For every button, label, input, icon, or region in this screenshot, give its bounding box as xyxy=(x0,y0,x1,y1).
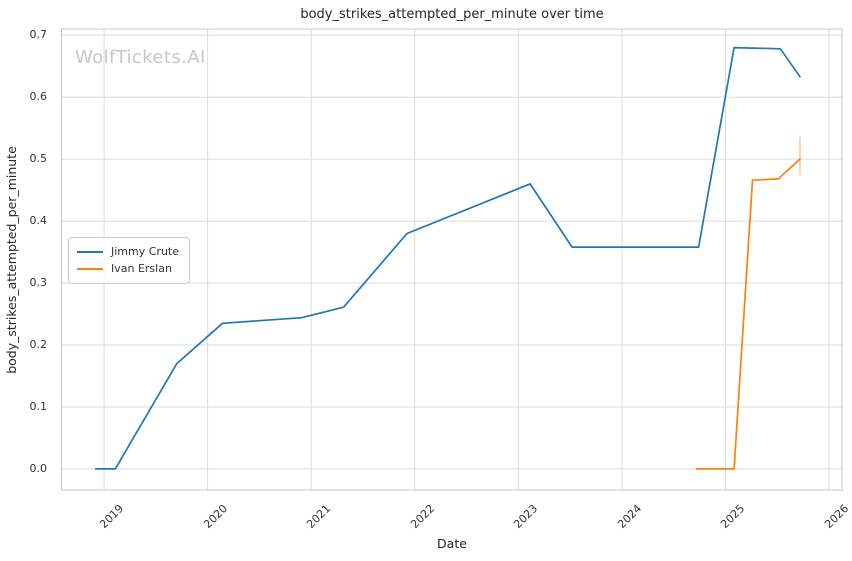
legend-line-swatch-orange xyxy=(77,267,103,270)
series-line-jimmy-crute xyxy=(94,46,801,470)
y-tick-label: 0.0 xyxy=(29,461,48,475)
legend-item-jimmy-crute: Jimmy Crute xyxy=(77,243,181,260)
y-tick-label: 0.2 xyxy=(29,338,48,351)
watermark: WolfTickets.AI xyxy=(75,47,206,68)
chart-title: body_strikes_attempted_per_minute over t… xyxy=(300,7,604,22)
y-tick-label: 0.3 xyxy=(29,276,48,290)
plot-border xyxy=(61,28,843,491)
legend-line-swatch-blue xyxy=(77,250,103,253)
y-tick-label: 0.4 xyxy=(29,214,48,228)
legend: Jimmy Crute Ivan Erslan xyxy=(68,237,190,284)
y-tick-label: 0.6 xyxy=(29,90,48,104)
x-axis-label: Date xyxy=(437,536,467,551)
y-tick-label: 0.1 xyxy=(29,399,48,413)
legend-label: Jimmy Crute xyxy=(111,245,179,258)
y-tick-label: 0.7 xyxy=(29,28,48,42)
series-line-ivan-erslan xyxy=(695,158,801,470)
legend-label: Ivan Erslan xyxy=(111,262,172,275)
y-tick-label: 0.5 xyxy=(29,152,48,166)
legend-item-ivan-erslan: Ivan Erslan xyxy=(77,260,181,277)
